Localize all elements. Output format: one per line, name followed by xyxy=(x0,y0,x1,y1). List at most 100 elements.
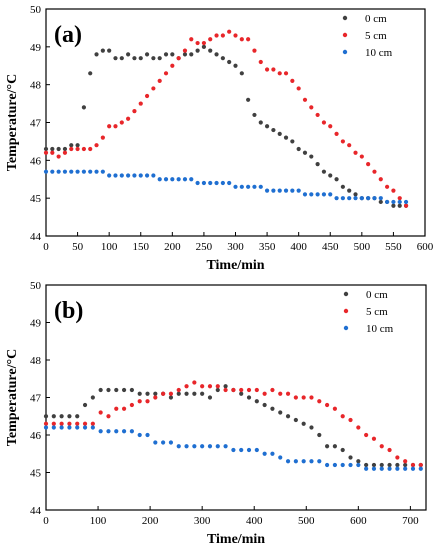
data-point xyxy=(176,56,181,61)
x-tick-label: 400 xyxy=(246,515,263,527)
data-point xyxy=(359,154,364,159)
x-tick-label: 50 xyxy=(72,241,84,253)
data-point xyxy=(364,462,369,468)
data-point xyxy=(56,154,61,159)
data-point xyxy=(325,402,330,408)
data-point xyxy=(153,391,158,396)
data-point xyxy=(129,402,134,408)
data-point xyxy=(285,391,291,396)
data-point xyxy=(114,429,119,434)
legend-marker xyxy=(343,308,349,314)
data-point xyxy=(59,425,64,430)
data-point xyxy=(119,173,124,178)
data-point xyxy=(277,131,282,136)
data-point xyxy=(82,425,88,430)
data-point xyxy=(192,380,197,385)
y-tick-label: 46 xyxy=(30,155,42,167)
data-point xyxy=(144,52,150,57)
data-point xyxy=(347,143,352,148)
data-point xyxy=(69,169,74,174)
data-point xyxy=(296,146,301,152)
data-point xyxy=(184,391,189,396)
data-point xyxy=(157,177,162,182)
data-point xyxy=(278,391,283,396)
data-point xyxy=(107,48,112,53)
data-point xyxy=(239,387,244,393)
data-point xyxy=(258,120,263,125)
data-point xyxy=(161,391,166,396)
data-point xyxy=(200,384,205,389)
data-point xyxy=(271,127,276,133)
data-point xyxy=(207,395,213,400)
data-point xyxy=(100,135,105,140)
x-tick-label: 300 xyxy=(194,515,211,527)
data-point xyxy=(356,462,361,468)
data-point xyxy=(43,414,49,419)
data-point xyxy=(340,184,345,189)
data-point xyxy=(387,466,392,471)
data-point xyxy=(371,466,377,471)
y-tick-label: 47 xyxy=(30,118,42,130)
y-tick-label: 48 xyxy=(30,80,42,92)
data-point xyxy=(88,71,93,76)
data-point xyxy=(262,391,267,396)
data-point xyxy=(270,451,275,456)
x-tick-label: 200 xyxy=(164,241,181,253)
data-point xyxy=(271,188,276,193)
data-point xyxy=(293,459,298,464)
data-point xyxy=(366,162,371,167)
plot-frame xyxy=(45,8,426,237)
data-point xyxy=(176,387,181,393)
data-point xyxy=(278,455,283,460)
data-point xyxy=(239,37,244,42)
data-point xyxy=(264,67,270,72)
data-point xyxy=(378,177,383,182)
data-point xyxy=(391,203,396,208)
data-point xyxy=(106,387,111,393)
data-point xyxy=(347,196,352,201)
x-tick-label: 100 xyxy=(101,241,118,253)
data-point xyxy=(340,447,345,453)
data-point xyxy=(328,124,333,129)
data-point xyxy=(200,444,205,449)
data-point xyxy=(397,196,402,201)
legend-label: 5 cm xyxy=(365,30,387,42)
data-point xyxy=(366,196,371,201)
data-point xyxy=(207,444,213,449)
data-point xyxy=(192,444,197,449)
data-point xyxy=(227,29,232,34)
x-tick-label: 100 xyxy=(90,515,107,527)
data-point xyxy=(170,177,175,182)
data-point xyxy=(278,410,283,415)
data-point xyxy=(418,462,423,468)
data-point xyxy=(301,459,306,464)
data-point xyxy=(182,177,188,182)
data-point xyxy=(201,40,207,46)
data-point xyxy=(348,455,353,460)
data-point xyxy=(215,387,220,393)
data-point xyxy=(67,425,72,430)
data-point xyxy=(75,146,80,152)
data-point xyxy=(43,169,49,174)
data-point xyxy=(347,188,352,193)
data-point xyxy=(207,384,213,389)
data-point xyxy=(387,462,392,468)
y-tick-label: 45 xyxy=(30,193,42,205)
data-point xyxy=(121,406,127,411)
data-point xyxy=(379,444,384,449)
data-point xyxy=(67,414,72,419)
data-point xyxy=(69,143,74,148)
data-point xyxy=(106,414,111,419)
data-point xyxy=(88,146,93,152)
data-point xyxy=(271,67,276,72)
data-point xyxy=(170,52,175,57)
data-point xyxy=(69,146,74,152)
data-point xyxy=(270,406,275,411)
data-point xyxy=(182,52,188,57)
data-point xyxy=(200,391,205,396)
data-point xyxy=(317,432,322,438)
data-point xyxy=(246,395,252,400)
data-point xyxy=(94,143,99,148)
data-point xyxy=(161,440,166,445)
panel-label: (b) xyxy=(54,298,83,324)
